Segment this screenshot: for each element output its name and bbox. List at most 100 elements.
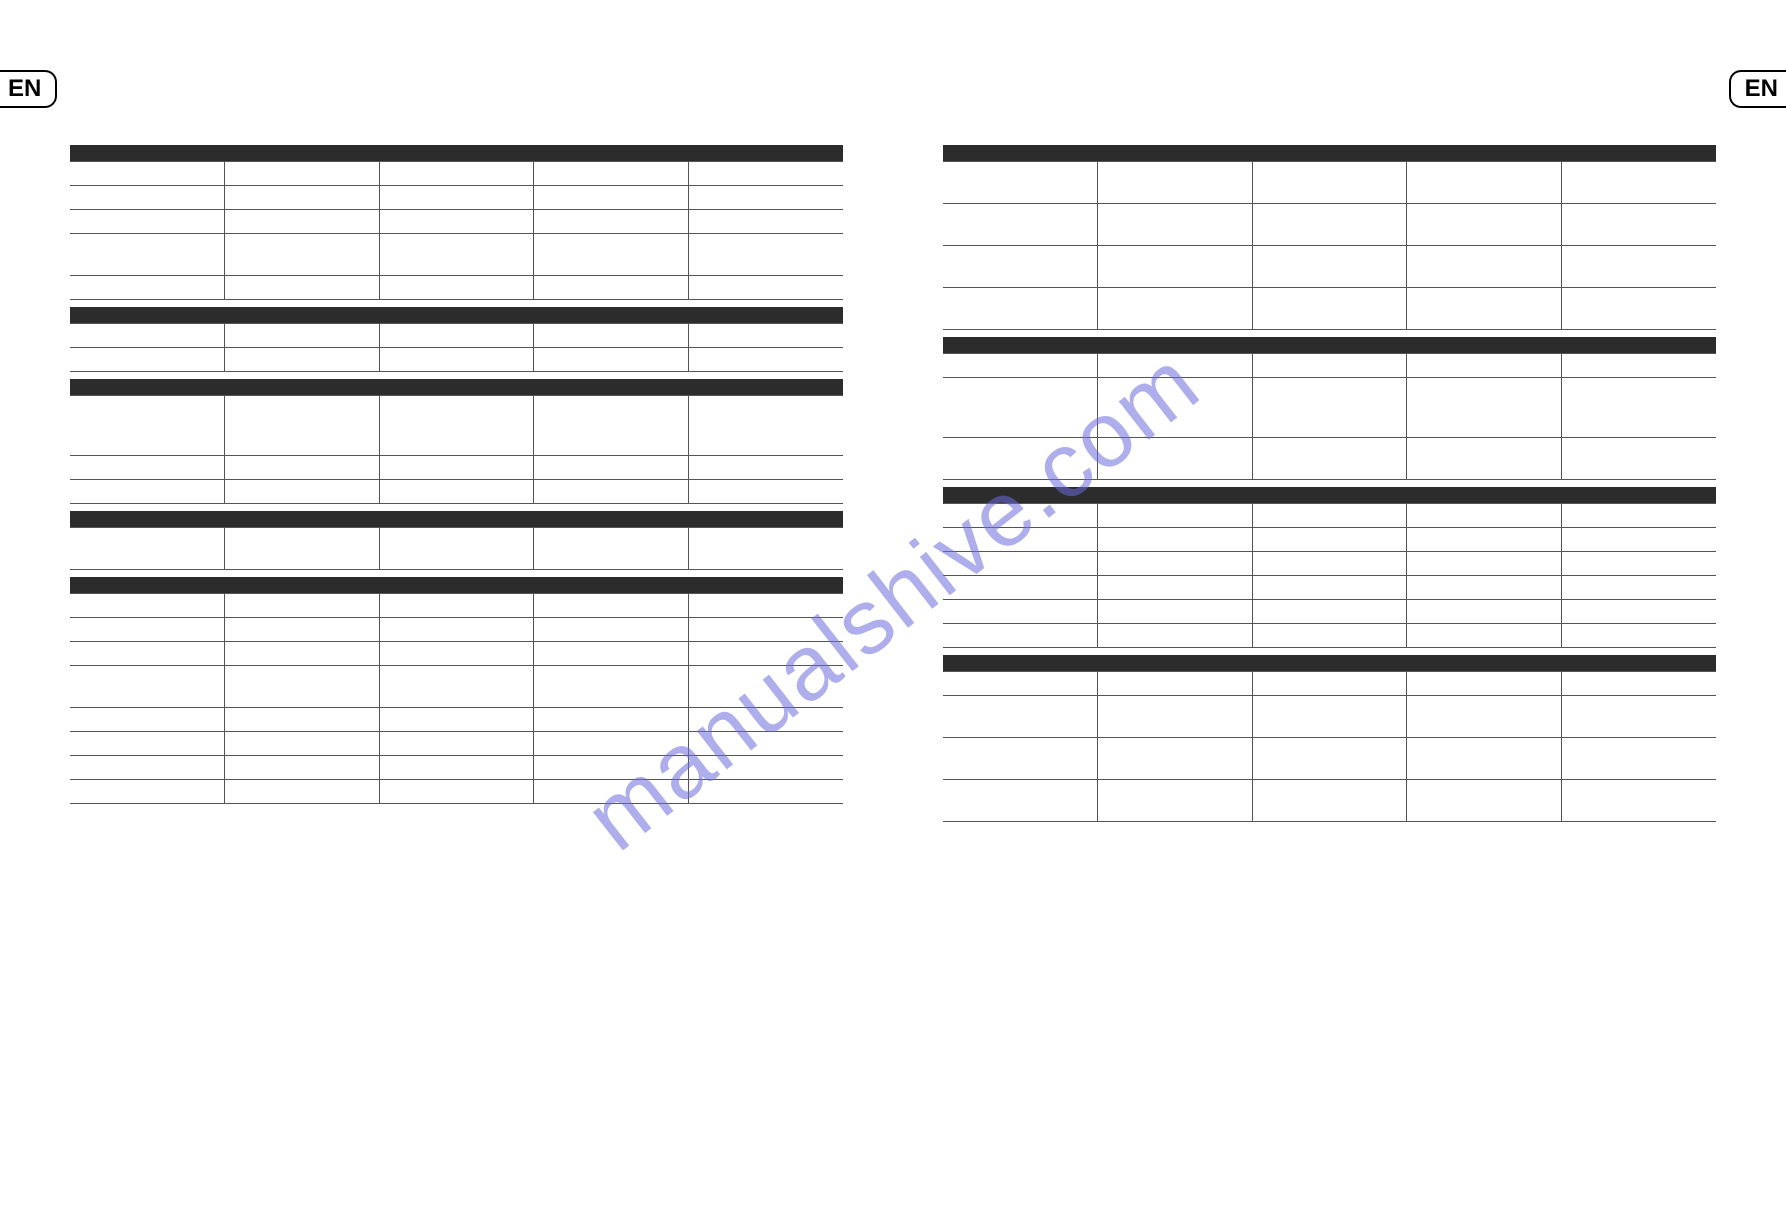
section-spacer xyxy=(943,479,1716,487)
table-cell xyxy=(225,209,380,233)
section-header-bar xyxy=(70,577,843,593)
table-cell xyxy=(225,779,380,803)
table-cell xyxy=(688,161,843,185)
section-header-bar xyxy=(943,145,1716,161)
table-cell xyxy=(688,479,843,503)
table-cell xyxy=(1561,623,1716,647)
table-cell xyxy=(534,161,689,185)
table-cell xyxy=(688,233,843,275)
table-cell xyxy=(1252,287,1407,329)
table-cell xyxy=(534,779,689,803)
table-cell xyxy=(70,755,225,779)
table-cell xyxy=(225,641,380,665)
table-cell xyxy=(688,527,843,569)
table-cell xyxy=(534,593,689,617)
table-row xyxy=(70,455,843,479)
table-row xyxy=(70,185,843,209)
table-cell xyxy=(534,641,689,665)
table-cell xyxy=(534,209,689,233)
table-cell xyxy=(1252,575,1407,599)
table-cell xyxy=(1407,737,1562,779)
table-cell xyxy=(1561,503,1716,527)
table-cell xyxy=(1252,671,1407,695)
table-cell xyxy=(1561,575,1716,599)
table-cell xyxy=(70,479,225,503)
table-cell xyxy=(1407,551,1562,575)
table-cell xyxy=(534,707,689,731)
table-row xyxy=(943,623,1716,647)
table-cell xyxy=(1561,737,1716,779)
table-cell xyxy=(1098,377,1253,437)
table-cell xyxy=(1407,203,1562,245)
table-cell xyxy=(1098,623,1253,647)
table-cell xyxy=(379,707,534,731)
table-row xyxy=(70,593,843,617)
table-cell xyxy=(70,323,225,347)
table-cell xyxy=(1252,599,1407,623)
table-row xyxy=(943,203,1716,245)
section-header-bar xyxy=(943,655,1716,671)
section-spacer xyxy=(943,329,1716,337)
table-cell xyxy=(1252,161,1407,203)
table-cell xyxy=(943,287,1098,329)
table-cell xyxy=(70,185,225,209)
table-row xyxy=(943,695,1716,737)
table-cell xyxy=(1098,353,1253,377)
table-cell xyxy=(1252,779,1407,821)
table-cell xyxy=(70,233,225,275)
table-cell xyxy=(1098,671,1253,695)
table-cell xyxy=(379,395,534,455)
table-cell xyxy=(1561,671,1716,695)
table-cell xyxy=(1252,527,1407,551)
table-cell xyxy=(1252,245,1407,287)
table-row xyxy=(70,233,843,275)
table-cell xyxy=(688,323,843,347)
table-cell xyxy=(70,527,225,569)
table-cell xyxy=(70,641,225,665)
table-cell xyxy=(688,455,843,479)
table-row xyxy=(70,617,843,641)
table-cell xyxy=(225,347,380,371)
table-cell xyxy=(1407,695,1562,737)
table-cell xyxy=(688,347,843,371)
table-cell xyxy=(379,185,534,209)
lang-badge-left: EN xyxy=(0,70,57,108)
table-row xyxy=(943,737,1716,779)
table-cell xyxy=(70,161,225,185)
table-cell xyxy=(688,617,843,641)
table-cell xyxy=(688,209,843,233)
table-row xyxy=(943,575,1716,599)
table-cell xyxy=(688,641,843,665)
table-row xyxy=(943,671,1716,695)
table-cell xyxy=(1561,527,1716,551)
table-cell xyxy=(70,275,225,299)
table-row xyxy=(70,779,843,803)
table-row xyxy=(70,209,843,233)
table-cell xyxy=(1252,353,1407,377)
table-cell xyxy=(534,185,689,209)
table-cell xyxy=(1561,695,1716,737)
table-row xyxy=(943,245,1716,287)
table-row xyxy=(943,353,1716,377)
table-cell xyxy=(534,395,689,455)
table-cell xyxy=(1407,779,1562,821)
table-cell xyxy=(534,479,689,503)
table-cell xyxy=(1561,161,1716,203)
table-cell xyxy=(225,395,380,455)
table-cell xyxy=(225,455,380,479)
table-cell xyxy=(1561,287,1716,329)
table-cell xyxy=(943,503,1098,527)
table-cell xyxy=(1098,527,1253,551)
table-cell xyxy=(1098,551,1253,575)
table-cell xyxy=(943,599,1098,623)
table-cell xyxy=(688,779,843,803)
table-cell xyxy=(1407,671,1562,695)
table-cell xyxy=(534,617,689,641)
table-cell xyxy=(70,347,225,371)
table-cell xyxy=(688,185,843,209)
table-cell xyxy=(225,527,380,569)
table-cell xyxy=(1407,623,1562,647)
table-cell xyxy=(943,671,1098,695)
table-cell xyxy=(225,161,380,185)
table-cell xyxy=(379,641,534,665)
